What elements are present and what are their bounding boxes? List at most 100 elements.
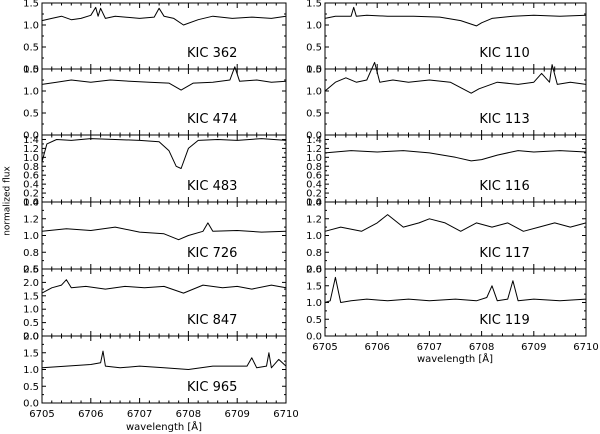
panel-kic-847-ytick-label: 0.5 bbox=[23, 318, 39, 329]
panel-kic-116-ytick-label: 1.4 bbox=[306, 135, 322, 146]
panel-kic-726-ytick-label: 1.4 bbox=[23, 198, 39, 209]
panel-kic-110-frame bbox=[324, 2, 587, 70]
panel-kic-726-ytick-label: 1.0 bbox=[23, 231, 39, 242]
panel-kic-965-xtick-label: 6707 bbox=[127, 409, 152, 420]
panel-kic-965-xtick-label: 6708 bbox=[176, 409, 201, 420]
panel-kic-726-ytick-label: 0.8 bbox=[23, 248, 39, 259]
panel-kic-965-xtick-label: 6706 bbox=[78, 409, 103, 420]
panel-kic-847-ytick-label: 1.5 bbox=[23, 291, 39, 302]
panel-kic-119-xtick-label: 6707 bbox=[417, 342, 442, 353]
panel-kic-119-ytick-label: 0.5 bbox=[306, 315, 322, 326]
panel-kic-362-ytick-label: 1.5 bbox=[23, 0, 39, 10]
panel-kic-116-spectrum-line bbox=[324, 150, 587, 162]
panel-kic-362-ytick-label: 1.0 bbox=[23, 21, 39, 32]
panel-kic-117-ytick-label: 1.2 bbox=[306, 214, 322, 225]
panel-kic-474-ytick-label: 1.5 bbox=[23, 65, 39, 76]
panel-kic-113-ytick-label: 0.0 bbox=[306, 131, 322, 142]
panel-kic-116-ytick-label: 0.8 bbox=[306, 162, 322, 173]
panel-kic-726-ytick-label: 1.2 bbox=[23, 214, 39, 225]
panel-kic-483-ytick-label: 0.0 bbox=[23, 198, 39, 209]
panel-kic-119-xtick-label: 6708 bbox=[469, 342, 494, 353]
panel-kic-116-ytick-label: 0.2 bbox=[306, 189, 322, 200]
panel-kic-965-xtick-label: 6709 bbox=[224, 409, 249, 420]
panel-kic-113-label: KIC 113 bbox=[479, 112, 529, 127]
panel-kic-847-ytick-label: 2.5 bbox=[23, 265, 39, 276]
panel-kic-474-ytick-label: 0.5 bbox=[23, 109, 39, 120]
panel-kic-483-ytick-label: 0.6 bbox=[23, 171, 39, 182]
panel-kic-110-ytick-label: 1.0 bbox=[306, 21, 322, 32]
panel-kic-116-ytick-label: 0.4 bbox=[306, 180, 322, 191]
panel-kic-113-ytick-label: 0.5 bbox=[306, 109, 322, 120]
panel-kic-110-label: KIC 110 bbox=[479, 46, 529, 61]
y-axis-label: normalized flux bbox=[2, 166, 13, 236]
panel-kic-483-ytick-label: 0.8 bbox=[23, 162, 39, 173]
panel-kic-474-ytick-label: 1.0 bbox=[23, 87, 39, 98]
panel-kic-965-ytick-label: 1.0 bbox=[23, 365, 39, 376]
panel-kic-362-frame bbox=[41, 2, 287, 70]
panel-kic-474-label: KIC 474 bbox=[187, 112, 237, 127]
panel-kic-483-ytick-label: 0.4 bbox=[23, 180, 39, 191]
panel-kic-474-spectrum-line bbox=[41, 66, 287, 91]
panel-kic-483-ytick-label: 0.2 bbox=[23, 189, 39, 200]
panel-kic-113-spectrum-line bbox=[324, 61, 587, 94]
x-axis-label-left: wavelength [Å] bbox=[126, 420, 202, 433]
panel-kic-362-ytick-label: 0.5 bbox=[23, 43, 39, 54]
panel-kic-116-frame bbox=[324, 134, 587, 203]
panel-kic-119-ytick-label: 1.0 bbox=[306, 298, 322, 309]
panel-kic-965-ytick-label: 0.0 bbox=[23, 399, 39, 410]
panel-kic-113-ytick-label: 1.0 bbox=[306, 87, 322, 98]
panel-kic-726-spectrum-line bbox=[41, 222, 287, 241]
panel-kic-119-ytick-label: 1.5 bbox=[306, 281, 322, 292]
panel-kic-965-ytick-label: 1.5 bbox=[23, 348, 39, 359]
panel-kic-362-label: KIC 362 bbox=[187, 46, 237, 61]
panel-kic-117-label: KIC 117 bbox=[479, 246, 529, 261]
panel-kic-116-ytick-label: 1.2 bbox=[306, 144, 322, 155]
panel-kic-116-ytick-label: 0.0 bbox=[306, 198, 322, 209]
panel-kic-116-label: KIC 116 bbox=[479, 179, 529, 194]
panel-kic-847-spectrum-line bbox=[41, 279, 287, 294]
panel-kic-117-ytick-label: 0.6 bbox=[306, 265, 322, 276]
panel-kic-116-ytick-label: 0.6 bbox=[306, 171, 322, 182]
panel-kic-119-xtick-label: 6706 bbox=[364, 342, 389, 353]
panel-kic-119-label: KIC 119 bbox=[479, 313, 529, 328]
panel-kic-362-ytick-label: 0.0 bbox=[23, 65, 39, 76]
panel-kic-474-frame bbox=[41, 68, 287, 136]
panel-kic-965-xtick-label: 6705 bbox=[29, 409, 54, 420]
panel-kic-965-spectrum-line bbox=[41, 350, 287, 370]
panel-kic-965-xtick-label: 6710 bbox=[273, 409, 298, 420]
panel-kic-117-ytick-label: 1.4 bbox=[306, 198, 322, 209]
panel-kic-847-ytick-label: 0.0 bbox=[23, 332, 39, 343]
panel-kic-483-ytick-label: 1.4 bbox=[23, 135, 39, 146]
panel-kic-483-ytick-label: 1.0 bbox=[23, 153, 39, 164]
panel-kic-119-xtick-label: 6709 bbox=[521, 342, 546, 353]
panel-kic-965-ytick-label: 0.5 bbox=[23, 382, 39, 393]
panel-kic-474-ytick-label: 0.0 bbox=[23, 131, 39, 142]
panel-kic-483-frame bbox=[41, 134, 287, 203]
panel-kic-110-spectrum-line bbox=[324, 6, 587, 27]
panel-kic-847-frame bbox=[41, 268, 287, 337]
panel-kic-483-ytick-label: 1.2 bbox=[23, 144, 39, 155]
panel-kic-726-label: KIC 726 bbox=[187, 246, 237, 261]
x-axis-label-right: wavelength [Å] bbox=[417, 352, 493, 365]
panel-kic-116-ytick-label: 1.0 bbox=[306, 153, 322, 164]
panel-kic-110-ytick-label: 0.0 bbox=[306, 65, 322, 76]
panel-kic-847-label: KIC 847 bbox=[187, 313, 237, 328]
panel-kic-119-spectrum-line bbox=[324, 276, 587, 303]
panel-kic-847-ytick-label: 2.0 bbox=[23, 278, 39, 289]
panel-kic-117-ytick-label: 0.8 bbox=[306, 248, 322, 259]
panel-kic-117-spectrum-line bbox=[324, 214, 587, 232]
panel-kic-726-ytick-label: 0.6 bbox=[23, 265, 39, 276]
panel-kic-110-ytick-label: 0.5 bbox=[306, 43, 322, 54]
panel-kic-483-spectrum-line bbox=[41, 138, 287, 169]
panel-kic-965-label: KIC 965 bbox=[187, 380, 237, 395]
panel-kic-119-ytick-label: 0.0 bbox=[306, 332, 322, 343]
panel-kic-119-xtick-label: 6710 bbox=[573, 342, 598, 353]
panel-kic-483-label: KIC 483 bbox=[187, 179, 237, 194]
panel-kic-726-frame bbox=[41, 201, 287, 270]
panel-kic-965-ytick-label: 2.0 bbox=[23, 332, 39, 343]
panel-kic-965-frame bbox=[41, 335, 287, 404]
panel-kic-847-ytick-label: 1.0 bbox=[23, 305, 39, 316]
panel-kic-119-frame bbox=[324, 268, 587, 337]
